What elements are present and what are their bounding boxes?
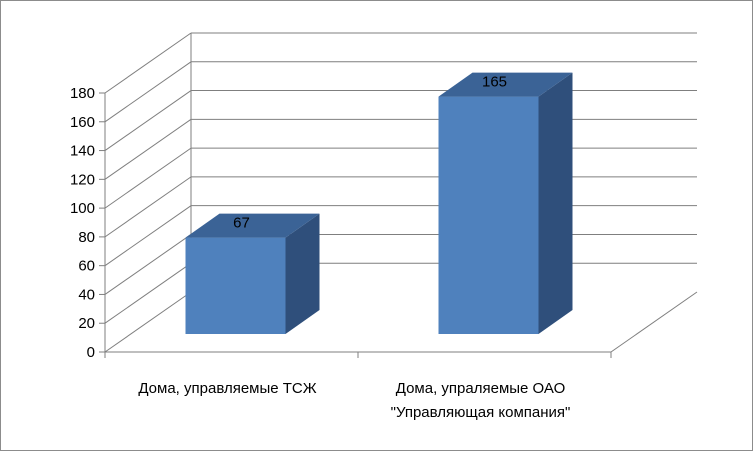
floor-left-edge [104, 291, 192, 353]
y-tick-label: 60 [78, 258, 95, 275]
side-gridline [104, 205, 192, 267]
side-gridline [104, 118, 192, 180]
x-category-label: Дома, упраляемые ОАО [396, 380, 565, 397]
side-gridline [104, 234, 192, 295]
bar-front [185, 237, 286, 334]
y-tick-label: 160 [70, 114, 95, 131]
y-tick-label: 20 [78, 315, 95, 332]
data-label: 165 [482, 74, 507, 91]
x-category-label: "Управляющая компания" [391, 404, 571, 421]
bar-side [538, 72, 573, 334]
bar-side [285, 213, 320, 334]
data-label: 67 [233, 215, 250, 232]
y-tick-label: 180 [70, 85, 95, 102]
x-category-label: Дома, управляемые ТСЖ [138, 380, 316, 397]
bar-top [438, 72, 573, 97]
side-gridline [104, 32, 192, 94]
bar-top [185, 213, 320, 238]
y-tick-label: 100 [70, 200, 95, 217]
side-gridline [104, 176, 192, 238]
y-tick-label: 40 [78, 286, 95, 303]
floor-right-edge [610, 291, 698, 353]
bar-front [438, 96, 539, 334]
y-tick-label: 80 [78, 229, 95, 246]
side-gridline [104, 147, 192, 209]
y-tick-label: 120 [70, 171, 95, 188]
y-tick-label: 0 [87, 344, 95, 361]
side-gridline [104, 61, 192, 123]
y-tick-label: 140 [70, 143, 95, 160]
side-gridline [104, 90, 192, 151]
side-gridline [104, 262, 192, 324]
